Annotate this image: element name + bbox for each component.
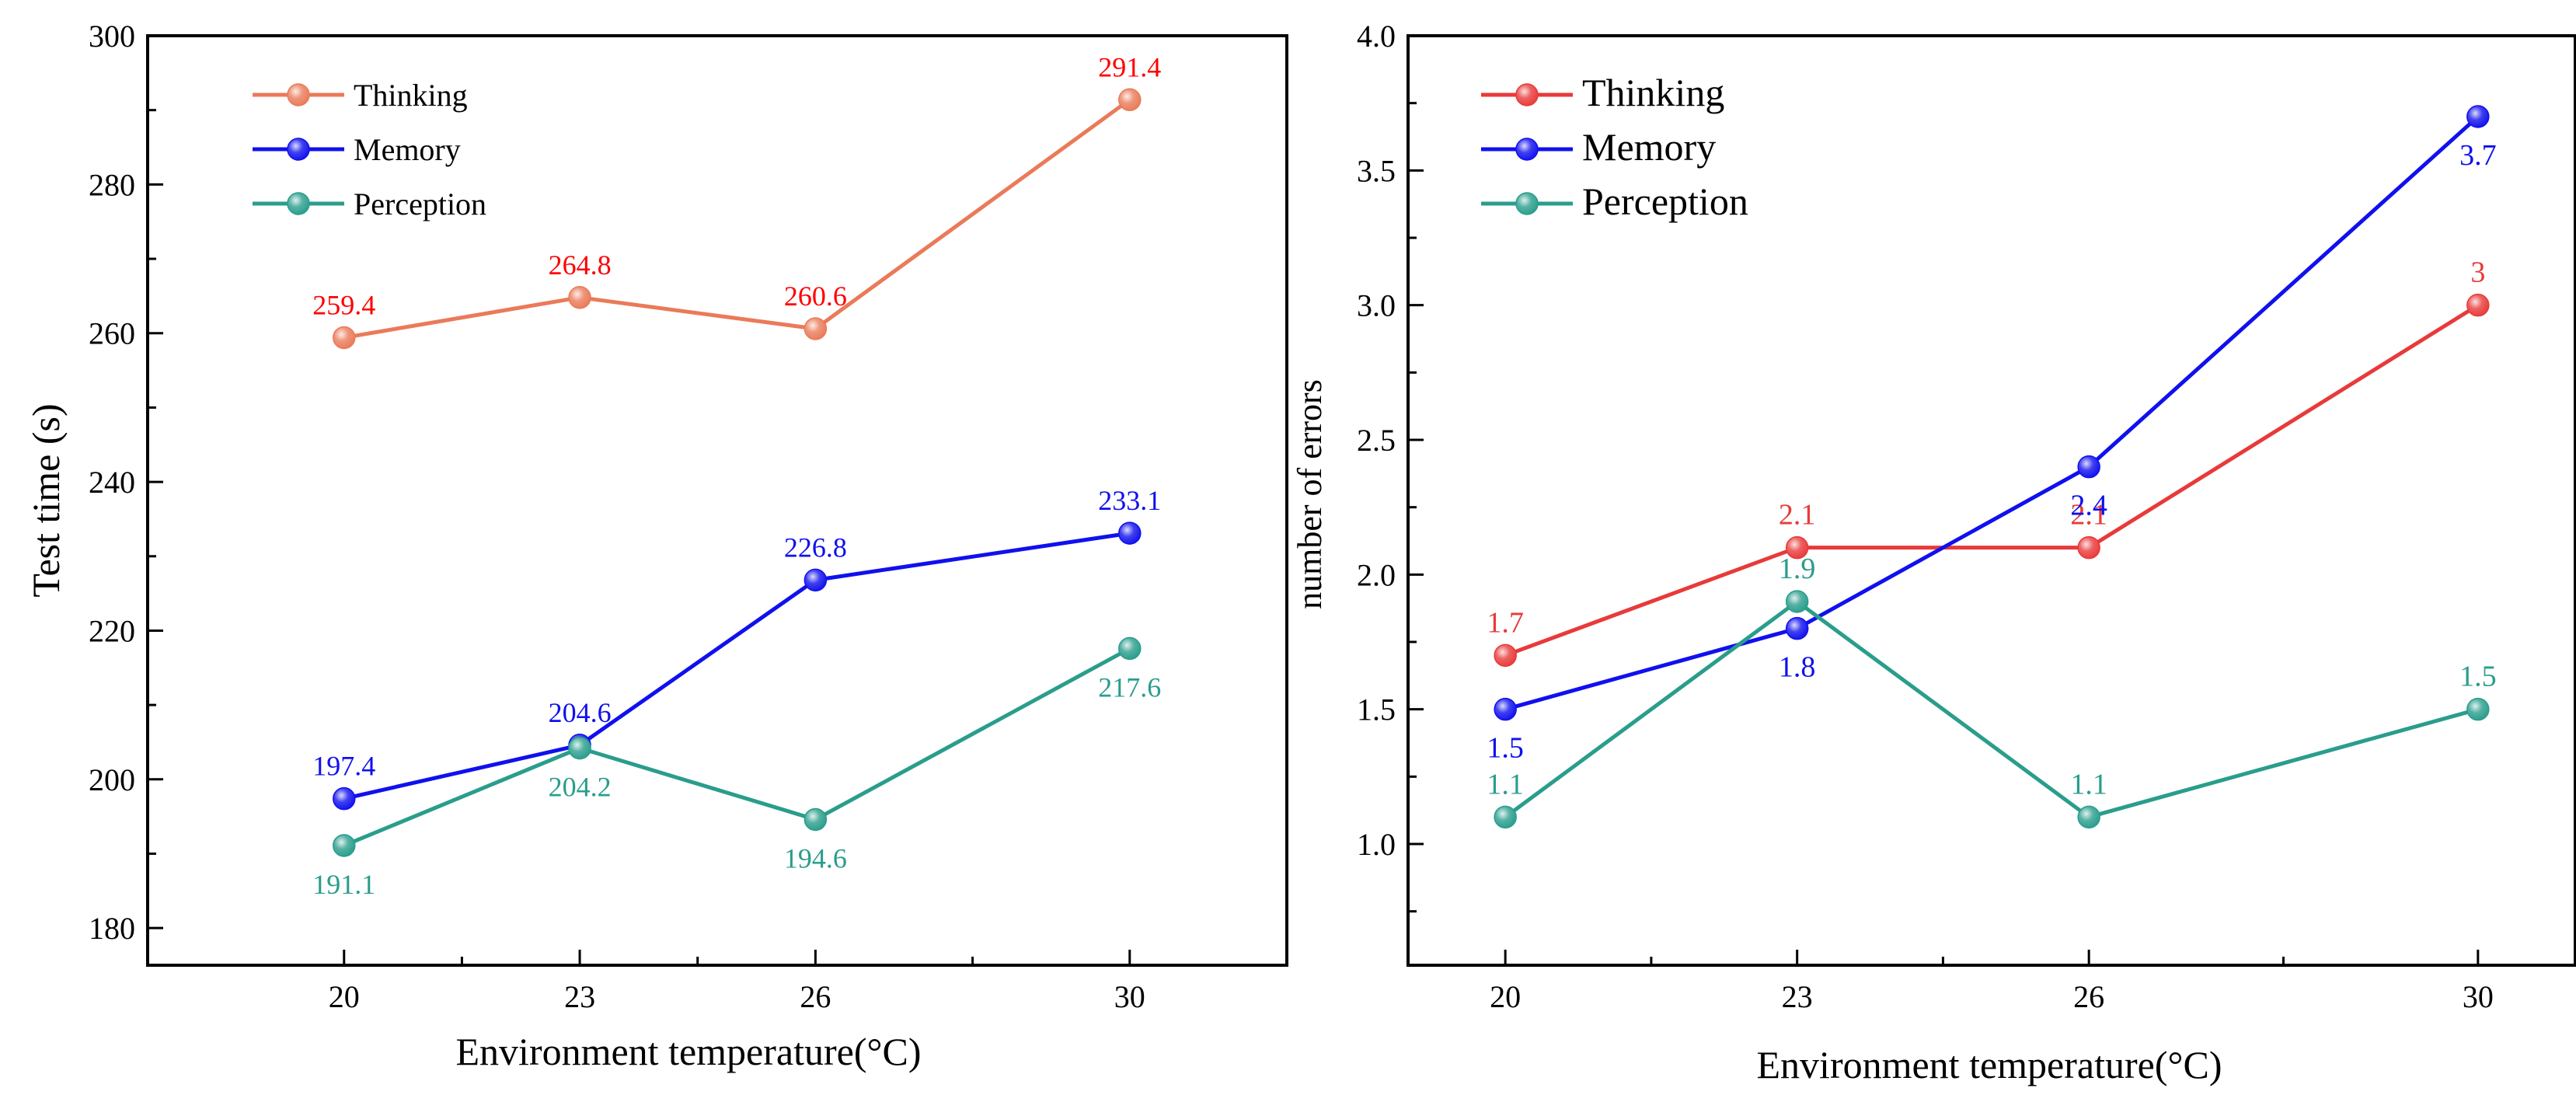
legend-label-thinking: Thinking xyxy=(1582,71,1724,114)
y-tick-label: 220 xyxy=(89,613,135,648)
legend-marker-thinking xyxy=(1515,83,1539,106)
data-point-thinking xyxy=(803,317,828,340)
legend-label-memory: Memory xyxy=(354,132,461,167)
legend-label-perception: Perception xyxy=(354,187,486,221)
y-tick-label: 180 xyxy=(89,911,135,946)
series-line-thinking xyxy=(343,98,1131,340)
data-point-thinking xyxy=(1494,643,1517,668)
data-label-memory: 1.5 xyxy=(1487,732,1524,765)
data-point-thinking xyxy=(2077,535,2100,560)
x-tick-label: 20 xyxy=(329,979,360,1014)
data-label-perception: 204.2 xyxy=(549,772,612,803)
data-point-memory xyxy=(803,568,828,592)
legend-marker-memory xyxy=(287,138,310,161)
data-point-perception xyxy=(1118,636,1142,661)
data-label-thinking: 3 xyxy=(2470,256,2485,289)
data-label-memory: 197.4 xyxy=(312,751,375,782)
y-tick-label: 3.5 xyxy=(1357,153,1396,188)
data-label-memory: 2.4 xyxy=(2070,490,2107,522)
series-line-thinking xyxy=(1504,303,2480,657)
data-label-thinking: 259.4 xyxy=(312,289,375,320)
y-tick-label: 260 xyxy=(89,316,135,351)
data-label-thinking: 291.4 xyxy=(1098,51,1161,82)
data-label-thinking: 260.6 xyxy=(784,281,847,312)
data-label-perception: 191.1 xyxy=(312,869,375,900)
data-label-memory: 3.7 xyxy=(2459,139,2497,172)
data-label-perception: 1.1 xyxy=(1487,768,1524,800)
series-line-memory xyxy=(343,531,1131,801)
data-label-thinking: 2.1 xyxy=(1779,499,1816,532)
y-tick-label: 1.5 xyxy=(1357,692,1396,727)
series-line-perception xyxy=(343,647,1131,848)
x-tick-label: 20 xyxy=(1490,979,1521,1014)
y-tick-label: 3.0 xyxy=(1357,288,1396,323)
legend-label-perception: Perception xyxy=(1582,180,1748,223)
data-point-perception xyxy=(803,807,828,832)
x-tick-label: 30 xyxy=(1114,979,1145,1014)
data-point-memory xyxy=(1118,521,1142,545)
data-label-thinking: 264.8 xyxy=(549,249,612,281)
legend-marker-memory xyxy=(1515,138,1539,161)
x-tick-label: 23 xyxy=(564,979,595,1014)
y-tick-label: 240 xyxy=(89,465,135,500)
data-point-thinking xyxy=(568,286,591,309)
y-axis-label: Test time (s) xyxy=(24,403,68,597)
x-tick-label: 30 xyxy=(2463,979,2494,1014)
data-point-memory xyxy=(1785,616,1809,640)
x-axis-label: Environment temperature(°C) xyxy=(1757,1043,2222,1086)
left-chart-test-time: 180 200 220 240 260 280 300 20 23 26 30 Environment… xyxy=(24,19,1288,1073)
data-point-perception xyxy=(1494,805,1517,829)
data-label-perception: 217.6 xyxy=(1098,671,1161,703)
plot-frame xyxy=(1407,34,2576,967)
data-label-thinking: 2.1 xyxy=(2070,499,2107,532)
data-point-perception xyxy=(333,834,356,857)
y-tick-label: 280 xyxy=(89,167,135,202)
data-label-memory: 1.8 xyxy=(1779,651,1816,684)
data-label-thinking: 1.7 xyxy=(1487,606,1524,639)
x-tick-label: 23 xyxy=(1782,979,1813,1014)
data-point-thinking xyxy=(1118,88,1142,112)
series-line-memory xyxy=(1504,115,2480,712)
y-tick-label: 200 xyxy=(89,762,135,797)
data-point-perception xyxy=(2466,697,2490,721)
y-tick-label: 2.0 xyxy=(1357,557,1396,592)
data-label-perception: 1.1 xyxy=(2070,768,2107,800)
data-point-thinking xyxy=(2466,293,2490,317)
y-axis-label: number of errors xyxy=(1291,379,1329,609)
x-tick-label: 26 xyxy=(800,979,831,1014)
data-label-perception: 194.6 xyxy=(784,842,847,874)
y-tick-label: 4.0 xyxy=(1357,19,1396,54)
data-point-perception xyxy=(1785,590,1809,613)
data-point-perception xyxy=(568,736,591,760)
x-tick-label: 26 xyxy=(2073,979,2104,1014)
data-point-thinking xyxy=(333,326,356,350)
legend-marker-perception xyxy=(287,192,310,215)
data-point-thinking xyxy=(1785,535,1809,560)
legend-label-thinking: Thinking xyxy=(354,78,468,113)
plot-frame xyxy=(146,34,1288,967)
series-line-perception xyxy=(1504,599,2479,819)
data-point-memory xyxy=(2466,105,2490,128)
data-label-perception: 1.5 xyxy=(2459,661,2497,693)
data-label-memory: 204.6 xyxy=(549,697,612,728)
legend-label-memory: Memory xyxy=(1582,125,1716,169)
data-label-perception: 1.9 xyxy=(1779,553,1816,585)
data-point-memory xyxy=(2077,455,2100,479)
legend-marker-perception xyxy=(1515,192,1539,215)
right-chart-number-of-errors: 1.0 1.5 2.0 2.5 3.0 3.5 4.0 20 23 26 30 Environment… xyxy=(1291,19,2576,1086)
data-label-memory: 226.8 xyxy=(784,532,847,563)
data-label-memory: 233.1 xyxy=(1098,485,1161,516)
data-point-memory xyxy=(333,786,356,811)
data-point-perception xyxy=(2077,805,2100,829)
legend-marker-thinking xyxy=(287,83,310,106)
y-tick-label: 2.5 xyxy=(1357,423,1396,458)
data-point-memory xyxy=(1494,697,1517,721)
y-tick-label: 1.0 xyxy=(1357,827,1396,862)
x-axis-label: Environment temperature(°C) xyxy=(456,1030,922,1073)
y-tick-label: 300 xyxy=(89,19,135,54)
